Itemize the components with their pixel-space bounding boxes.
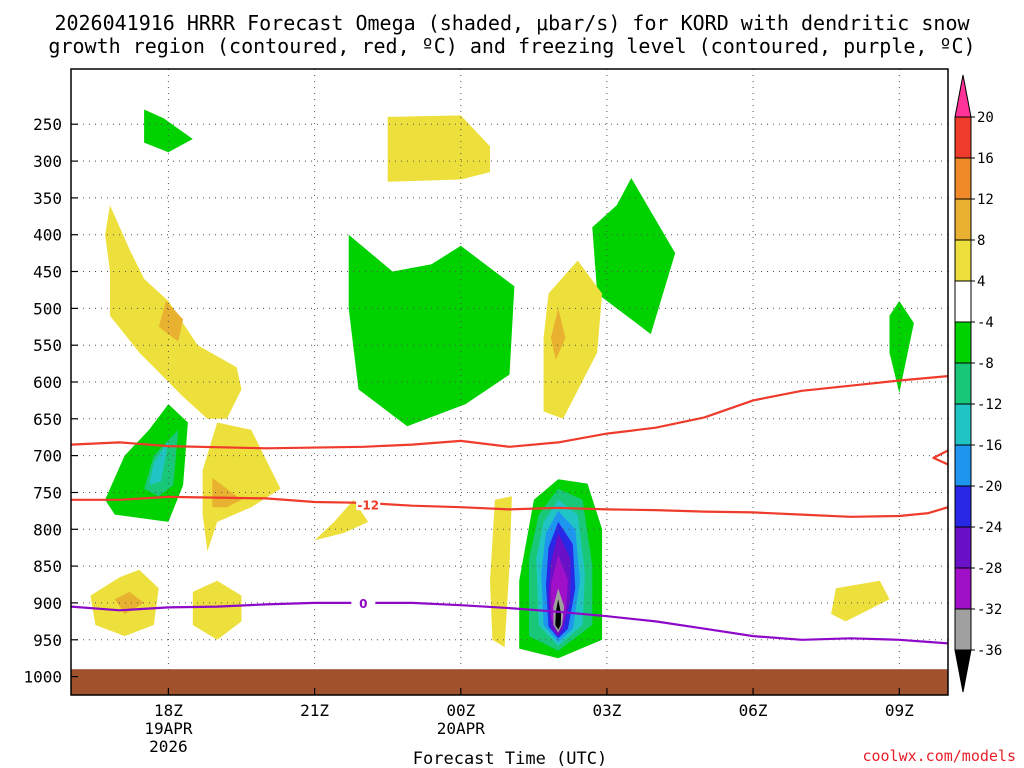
contour-freezing-level-0 (71, 601, 948, 645)
colorbar-swatch-6 (954, 321, 972, 364)
colorbar-swatch-7 (954, 362, 972, 405)
chart-title: 2026041916 HRRR Forecast Omega (shaded, … (48, 11, 975, 58)
omega-region-cyan-left-lower (149, 440, 169, 486)
colorbar-label-2: 12 (977, 192, 994, 208)
y-tick-label-750: 750 (33, 484, 62, 503)
colorbar-label-13: -36 (977, 643, 1002, 659)
omega-region-yellow-thin-01z (490, 496, 512, 648)
colorbar-label-11: -28 (977, 561, 1002, 577)
omega-region-yellow-left-lower (202, 422, 281, 552)
colorbar: 20 16 12 8 4 -4 -8 -12 -16 -20 -24 -28 -32 -36 (954, 74, 1002, 693)
x-tick-label-0-2: 2026 (149, 737, 188, 756)
ground-surface (71, 669, 948, 695)
colorbar-swatch-9 (954, 444, 972, 487)
x-tick-label-3-0: 21Z (300, 701, 329, 720)
y-tick-label-250: 250 (33, 115, 62, 134)
y-tick-label-800: 800 (33, 520, 62, 539)
colorbar-label-4: 4 (977, 274, 985, 290)
y-tick-label-400: 400 (33, 226, 62, 245)
colorbar-label-8: -16 (977, 438, 1002, 454)
y-tick-label-300: 300 (33, 152, 62, 171)
omega-region-yellow-bottom-19z (192, 580, 242, 640)
colorbar-swatch-13 (954, 608, 972, 651)
colorbar-label-5: -4 (977, 315, 994, 331)
colorbar-label-9: -20 (977, 479, 1002, 495)
ground-fill (71, 669, 948, 695)
y-tick-label-600: 600 (33, 373, 62, 392)
y-tick-label-650: 650 (33, 410, 62, 429)
contour-label-0: -12 (357, 498, 379, 512)
omega-region-orange-left-blob (158, 301, 184, 342)
omega-region-orange-bottom-left (114, 591, 145, 614)
x-tick-label-0-0: 18Z (154, 701, 183, 720)
colorbar-label-12: -32 (977, 602, 1002, 618)
colorbar-swatch-8 (954, 403, 972, 446)
y-tick-label-1000: 1000 (23, 668, 62, 687)
credit-text: coolwx.com/models (862, 747, 1016, 765)
y-tick-label-950: 950 (33, 631, 62, 650)
colorbar-label-7: -12 (977, 397, 1002, 413)
colorbar-swatch-2 (954, 157, 972, 200)
omega-region-green-far-right (889, 301, 914, 393)
y-axis: 250 300 350 400 450 500 550 600 650 700 750 800 850 9… (23, 115, 78, 687)
colorbar-top-triangle (954, 74, 972, 118)
contour-lines: -12 0 (71, 375, 948, 645)
y-tick-label-350: 350 (33, 189, 62, 208)
gridlines (71, 69, 948, 695)
colorbar-swatch-10 (954, 485, 972, 528)
omega-region-yellow-upper-center (387, 115, 490, 182)
contour-label-bg-1 (351, 595, 376, 609)
omega-region-orange-center-streak (550, 308, 566, 360)
colorbar-label-10: -24 (977, 520, 1002, 536)
colorbar-swatch-1 (954, 116, 972, 159)
colorbar-swatch-5 (954, 280, 972, 323)
x-tick-label-9-0: 03Z (592, 701, 621, 720)
colorbar-swatch-11 (954, 526, 972, 569)
omega-region-yellow-bottom-right (831, 580, 890, 622)
colorbar-swatch-12 (954, 567, 972, 610)
y-tick-label-500: 500 (33, 299, 62, 318)
omega-region-black-updraft (555, 599, 562, 630)
colorbar-label-1: 16 (977, 151, 994, 167)
y-tick-label-850: 850 (33, 557, 62, 576)
chart-title-line-1: 2026041916 HRRR Forecast Omega (shaded, … (54, 11, 970, 35)
x-tick-label-0-1: 19APR (144, 719, 193, 738)
contour-label-bg-0 (356, 497, 381, 511)
colorbar-swatch-3 (954, 198, 972, 241)
y-tick-label-450: 450 (33, 263, 62, 282)
y-tick-label-700: 700 (33, 447, 62, 466)
contour-dgz-lower-12 (71, 495, 948, 518)
contour-label-1: 0 (359, 597, 367, 611)
omega-region-green-center-large (348, 234, 515, 427)
x-tick-label-15-0: 09Z (885, 701, 914, 720)
x-tick-label-12-0: 06Z (739, 701, 768, 720)
colorbar-label-0: 20 (977, 110, 994, 126)
omega-region-green-top-left (144, 109, 193, 153)
x-axis-title: Forecast Time (UTC) (413, 749, 607, 768)
omega-region-yellow-center-column (543, 260, 603, 419)
omega-shading (90, 109, 914, 659)
omega-region-yellow-small-21z (314, 499, 369, 541)
colorbar-label-6: -8 (977, 356, 994, 372)
x-tick-label-6-0: 00Z (446, 701, 475, 720)
omega-region-orange-left-lower (212, 477, 242, 508)
contour-dgz-upper-12 (71, 375, 948, 450)
contour-dgz-edge-right (932, 449, 948, 466)
colorbar-bottom-triangle (954, 649, 972, 693)
omega-region-green-mid-right (592, 178, 676, 335)
chart-title-line-2: growth region (contoured, red, ºC) and f… (48, 34, 975, 58)
y-tick-label-550: 550 (33, 336, 62, 355)
x-tick-label-6-1: 20APR (437, 719, 486, 738)
colorbar-label-3: 8 (977, 233, 985, 249)
colorbar-swatch-4 (954, 239, 972, 282)
y-tick-label-900: 900 (33, 594, 62, 613)
